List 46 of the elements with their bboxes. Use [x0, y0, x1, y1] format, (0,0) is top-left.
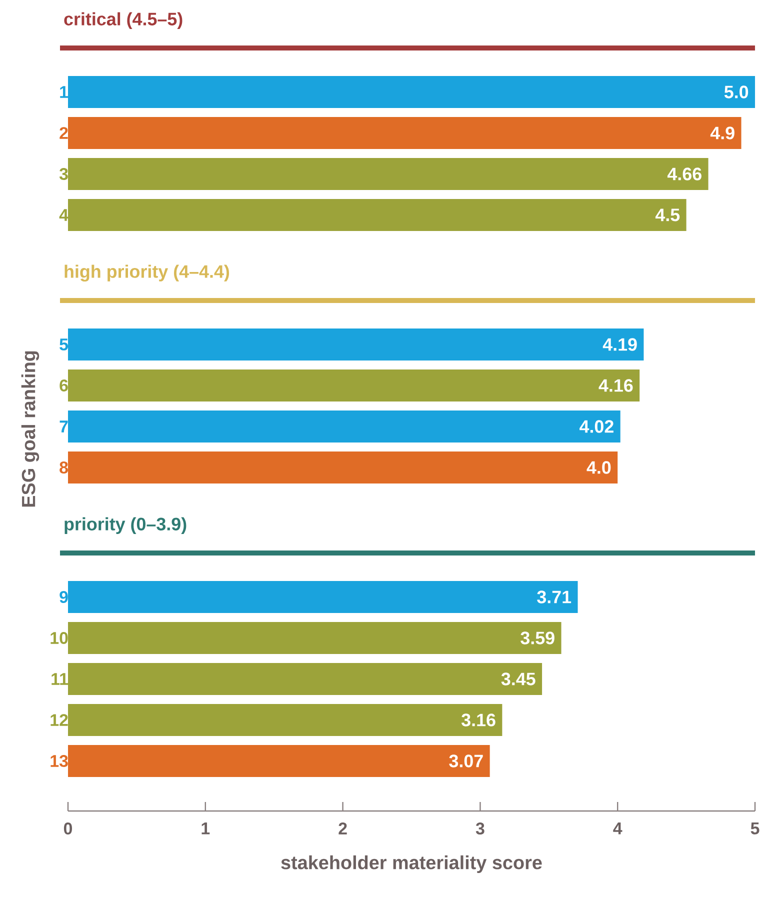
data-label: 4.16 [598, 379, 633, 392]
x-tick-label: 4 [613, 822, 622, 834]
x-tick-label: 1 [202, 822, 210, 834]
data-label: 4.19 [602, 338, 637, 351]
y-tick-label: 7 [60, 420, 68, 432]
bar [68, 410, 620, 442]
x-tick-label: 0 [64, 822, 72, 835]
data-label: 4.5 [655, 208, 680, 222]
data-label: 3.71 [537, 590, 572, 604]
bar [68, 704, 502, 736]
data-label: 3.59 [520, 632, 554, 644]
data-label: 4.66 [667, 168, 702, 180]
chart-title: critical (4.5–5) [64, 12, 182, 29]
data-label: 4.9 [710, 126, 734, 140]
y-tick-label: 13 [50, 754, 68, 768]
bar [68, 581, 578, 613]
y-tick-label: 10 [50, 632, 68, 644]
data-label: 3.45 [501, 672, 536, 686]
data-label: 3.07 [449, 754, 483, 768]
y-axis-title: ESG goal ranking [21, 351, 40, 507]
x-tick-label: 3 [476, 822, 484, 835]
y-tick-label: 9 [60, 591, 68, 603]
y-tick-label: 4 [59, 209, 68, 221]
bar [68, 622, 562, 654]
y-tick-label: 6 [60, 379, 68, 392]
x-tick-label: 2 [338, 822, 347, 834]
x-axis-title: stakeholder materiality score [281, 855, 542, 874]
bar [68, 451, 618, 484]
y-tick-label: 1 [60, 86, 68, 98]
bar [68, 369, 640, 402]
y-tick-label: 2 [60, 127, 68, 139]
data-label: 4.0 [586, 461, 611, 474]
bar [68, 328, 644, 360]
chart-title: priority (0–3.9) [64, 517, 186, 534]
y-tick-label: 3 [59, 168, 68, 180]
data-label: 4.02 [580, 420, 614, 433]
data-label: 5.0 [724, 86, 748, 98]
x-tick-label: 5 [750, 822, 760, 834]
y-tick-label: 12 [50, 714, 68, 726]
y-tick-label: 11 [52, 673, 68, 685]
chart-title: high priority (4–4.4) [64, 264, 230, 282]
bar [68, 663, 542, 695]
y-tick-label: 8 [60, 461, 68, 474]
data-label: 3.16 [461, 714, 496, 726]
y-tick-label: 5 [60, 338, 68, 350]
bar [68, 745, 490, 777]
